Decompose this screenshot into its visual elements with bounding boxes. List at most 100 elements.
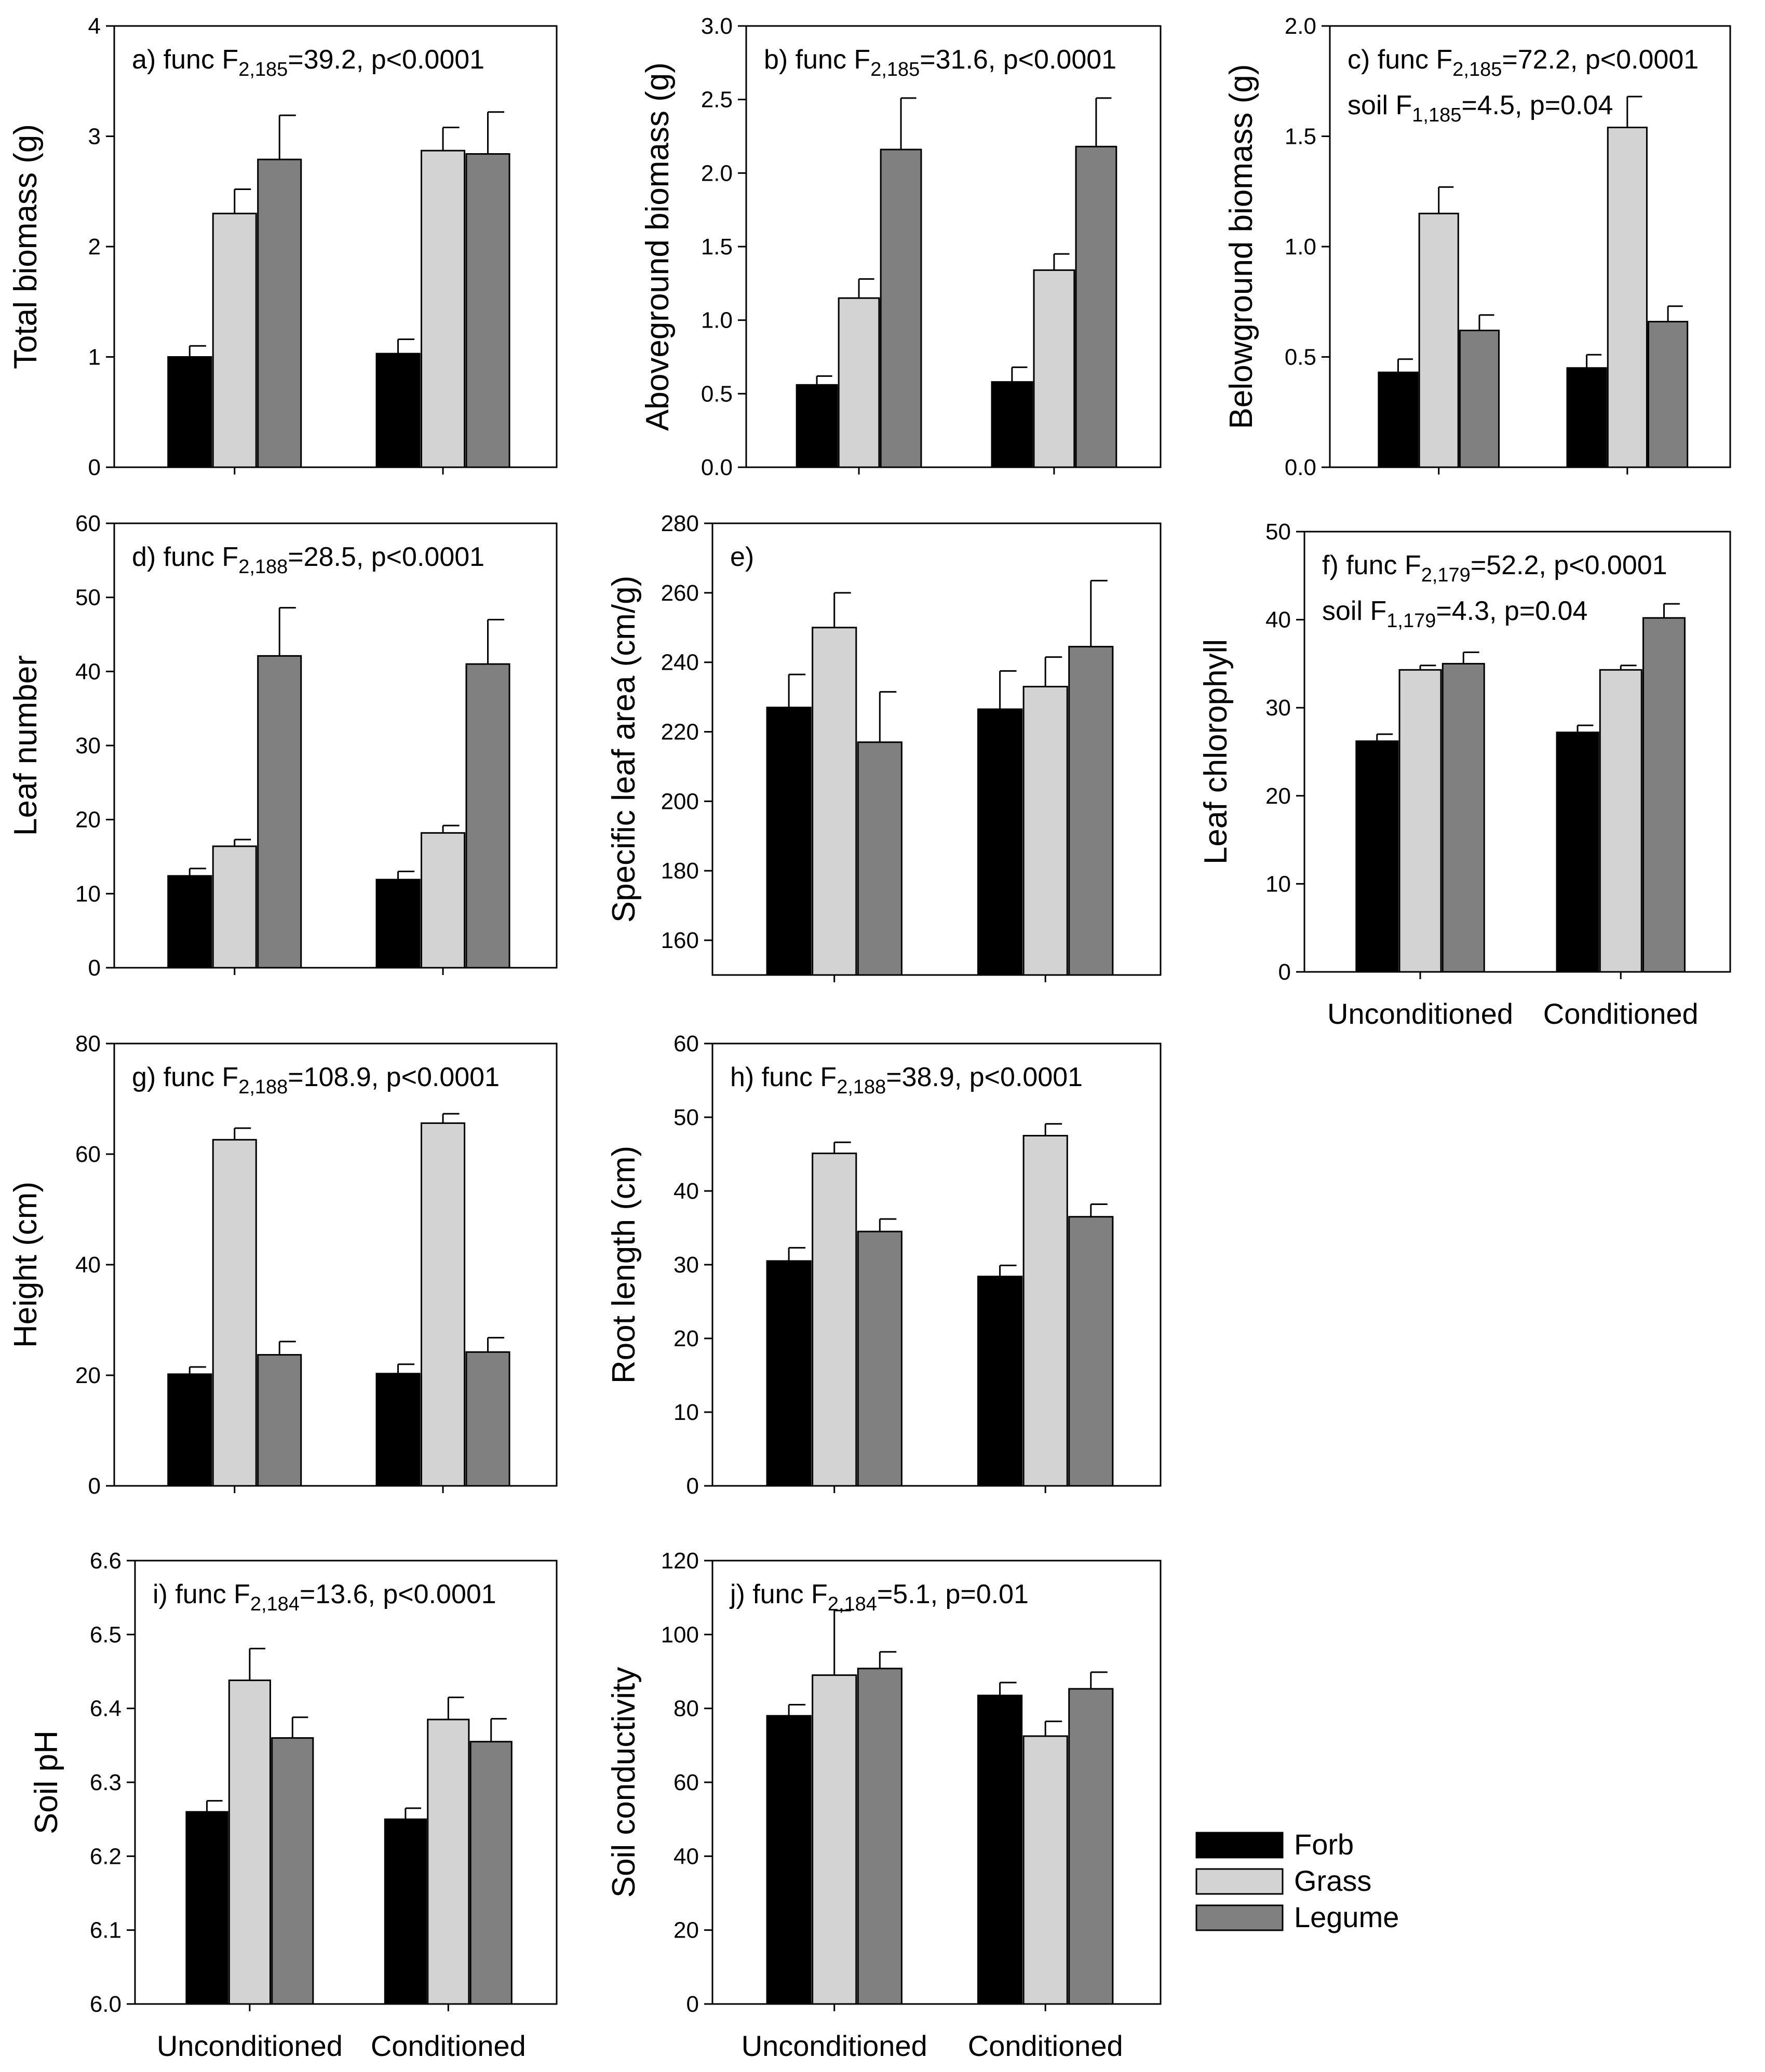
y-tick-label: 0.5	[1285, 345, 1316, 370]
bar-forb	[977, 1695, 1023, 2005]
y-axis-title: Aboveground biomass (g)	[640, 62, 676, 431]
y-tick-label: 1.0	[1285, 234, 1316, 260]
y-tick-label: 3.0	[701, 13, 733, 39]
bar-grass	[1022, 1135, 1068, 1487]
y-tick-label: 220	[661, 720, 699, 745]
bar-grass	[212, 845, 257, 969]
y-tick-label: 30	[75, 733, 101, 759]
panel-annotation: d) func F2,188=28.5, p<0.0001	[132, 542, 484, 578]
panel-annotation: g) func F2,188=108.9, p<0.0001	[132, 1062, 500, 1098]
x-category-label: Unconditioned	[742, 2029, 927, 2062]
legend-swatch-forb	[1195, 1832, 1284, 1859]
y-axis-title: Soil pH	[29, 1730, 64, 1834]
panel-c: 0.0 0.5 1.0 1.5 2.0 Belowground biomass (g) c)…	[1223, 13, 1731, 480]
y-tick-label: 0	[88, 1473, 101, 1499]
panel-annotation: soil F1,185=4.5, p=0.04	[1348, 90, 1613, 126]
y-tick-label: 160	[661, 928, 699, 953]
bar-grass	[812, 1153, 857, 1487]
bar-forb	[977, 1276, 1023, 1487]
y-tick-label: 80	[673, 1696, 699, 1722]
bar-legume	[857, 1230, 902, 1487]
bar-grass	[228, 1680, 271, 2005]
y-tick-label: 10	[673, 1400, 699, 1425]
bar-grass	[427, 1718, 470, 2005]
bar-legume	[465, 153, 510, 468]
y-axis-title: Specific leaf area (cm/g)	[606, 576, 642, 923]
y-tick-label: 20	[75, 807, 101, 833]
panel-i: 6.0 6.1 6.2 6.3 6.4 6.5 6.6 Soil pH Unconditione…	[29, 1548, 558, 2062]
bar-forb	[167, 875, 212, 969]
y-tick-label: 40	[75, 1252, 101, 1278]
panel-g: 0 20 40 60 80 Height (cm) g) func F2,188=108.9…	[8, 1031, 558, 1499]
y-tick-label: 30	[673, 1252, 699, 1278]
y-tick-label: 4	[88, 13, 101, 39]
bar-grass	[1607, 127, 1648, 468]
bar-legume	[1068, 1216, 1114, 1487]
bar-forb	[384, 1818, 427, 2005]
x-category-label: Conditioned	[1543, 997, 1699, 1030]
y-tick-label: 0	[88, 955, 101, 981]
y-axis-title: Leaf chlorophyll	[1198, 639, 1234, 864]
bar-grass	[421, 150, 466, 468]
bar-legume	[1459, 330, 1500, 468]
bar-legume	[1068, 1688, 1114, 2005]
y-tick-label: 0	[1278, 959, 1291, 985]
panel-annotation: i) func F2,184=13.6, p<0.0001	[153, 1579, 496, 1615]
y-tick-label: 50	[1265, 519, 1291, 545]
bar-forb	[375, 1373, 421, 1487]
bar-grass	[421, 832, 466, 969]
y-axis-title: Height (cm)	[8, 1182, 44, 1348]
y-axis-title: Root length (cm)	[606, 1146, 642, 1384]
bar-forb	[167, 356, 212, 468]
y-tick-label: 6.1	[90, 1918, 122, 1943]
panel-e: 160 180 200 220 240 260 280 Specific leaf area …	[606, 511, 1162, 982]
panel-f: 0 10 20 30 40 50 Leaf chlorophyll Unconditioned…	[1198, 519, 1731, 1030]
panel-j: 0 20 40 60 80 100 120 Soil conductivity Uncondit…	[606, 1548, 1162, 2062]
bar-forb	[991, 381, 1033, 468]
y-axis-title: Soil conductivity	[606, 1667, 642, 1898]
y-tick-label: 6.5	[90, 1622, 122, 1647]
y-tick-label: 60	[75, 511, 101, 536]
bar-forb	[1355, 740, 1399, 973]
y-tick-label: 1.5	[1285, 124, 1316, 150]
bar-grass	[421, 1122, 466, 1487]
y-tick-label: 6.6	[90, 1548, 122, 1574]
bar-legume	[880, 148, 922, 468]
y-tick-label: 6.0	[90, 1992, 122, 2017]
y-tick-label: 280	[661, 511, 699, 536]
bar-grass	[1418, 212, 1459, 468]
bar-legume	[1075, 145, 1117, 468]
bar-grass	[812, 1674, 857, 2005]
y-tick-label: 60	[75, 1142, 101, 1167]
y-tick-label: 2.5	[701, 87, 733, 113]
bar-grass	[1022, 1735, 1068, 2005]
legend-label-legume: Legume	[1294, 1901, 1399, 1933]
y-tick-label: 20	[1265, 783, 1291, 809]
y-tick-label: 0	[686, 1473, 699, 1499]
bar-legume	[1642, 617, 1686, 973]
y-tick-label: 260	[661, 580, 699, 606]
bar-forb	[1556, 732, 1599, 973]
x-category-label: Unconditioned	[1327, 997, 1513, 1030]
y-tick-label: 6.3	[90, 1770, 122, 1795]
y-tick-label: 100	[661, 1622, 699, 1647]
y-tick-label: 40	[75, 659, 101, 684]
y-tick-label: 180	[661, 858, 699, 884]
legend-label-grass: Grass	[1294, 1864, 1371, 1897]
bar-legume	[469, 1741, 513, 2005]
y-tick-label: 0	[686, 1992, 699, 2017]
y-tick-label: 40	[673, 1179, 699, 1204]
panel-a: 0 1 2 3 4 Total biomass (g) a) func F2,185=39.…	[8, 13, 558, 480]
y-tick-label: 1.0	[701, 308, 733, 333]
y-tick-label: 20	[673, 1326, 699, 1351]
panel-annotation: a) func F2,185=39.2, p<0.0001	[132, 45, 484, 80]
panel-d: 0 10 20 30 40 50 60 Leaf number d) func F2,188=2…	[8, 511, 558, 981]
y-tick-label: 1.5	[701, 234, 733, 260]
y-tick-label: 6.4	[90, 1696, 122, 1722]
legend-label-forb: Forb	[1294, 1828, 1354, 1861]
y-tick-label: 40	[673, 1844, 699, 1869]
bar-grass	[1022, 686, 1068, 976]
y-axis-title: Leaf number	[8, 655, 44, 836]
y-tick-label: 20	[75, 1363, 101, 1388]
y-tick-label: 6.2	[90, 1844, 122, 1869]
